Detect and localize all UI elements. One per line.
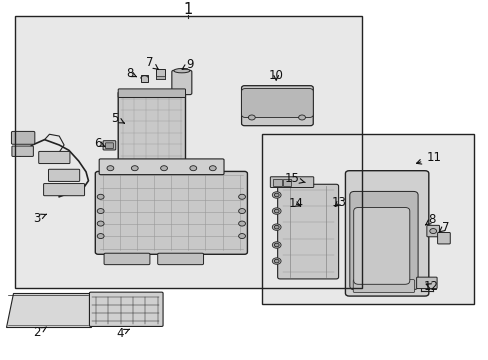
Text: 10: 10 <box>268 69 283 82</box>
Text: 4: 4 <box>116 327 129 340</box>
Text: 8: 8 <box>425 213 435 226</box>
Circle shape <box>274 225 279 229</box>
Circle shape <box>429 229 436 234</box>
Bar <box>261 134 473 304</box>
Text: 5: 5 <box>111 112 124 125</box>
Circle shape <box>97 208 104 213</box>
FancyBboxPatch shape <box>48 169 80 181</box>
Circle shape <box>238 208 245 213</box>
Polygon shape <box>5 293 91 327</box>
Text: 7: 7 <box>145 56 158 69</box>
Circle shape <box>272 208 281 214</box>
Bar <box>282 179 291 186</box>
FancyBboxPatch shape <box>353 207 409 284</box>
FancyBboxPatch shape <box>345 171 428 296</box>
FancyBboxPatch shape <box>171 70 191 95</box>
Circle shape <box>97 194 104 199</box>
Text: 7: 7 <box>438 221 448 234</box>
FancyBboxPatch shape <box>118 92 185 162</box>
FancyBboxPatch shape <box>158 253 203 265</box>
FancyBboxPatch shape <box>11 131 35 144</box>
Bar <box>272 179 281 186</box>
Circle shape <box>272 242 281 248</box>
Text: 2: 2 <box>34 326 46 339</box>
FancyBboxPatch shape <box>426 225 439 237</box>
Circle shape <box>274 193 279 197</box>
Bar <box>156 69 164 78</box>
FancyBboxPatch shape <box>437 233 449 244</box>
FancyBboxPatch shape <box>241 89 313 117</box>
FancyBboxPatch shape <box>39 152 70 163</box>
Text: 8: 8 <box>126 67 136 80</box>
FancyBboxPatch shape <box>99 159 224 175</box>
FancyBboxPatch shape <box>95 171 247 254</box>
Text: 12: 12 <box>423 280 437 293</box>
Text: 14: 14 <box>287 197 303 210</box>
Circle shape <box>274 259 279 263</box>
Circle shape <box>272 258 281 264</box>
FancyBboxPatch shape <box>241 86 313 126</box>
FancyBboxPatch shape <box>270 177 313 188</box>
FancyBboxPatch shape <box>89 292 163 327</box>
Text: 3: 3 <box>34 212 46 225</box>
Bar <box>15 17 361 288</box>
FancyBboxPatch shape <box>43 184 84 196</box>
Text: 13: 13 <box>331 195 346 209</box>
Bar <box>261 134 473 304</box>
Bar <box>15 17 361 288</box>
Circle shape <box>97 221 104 226</box>
Circle shape <box>238 234 245 239</box>
Text: 15: 15 <box>285 172 305 185</box>
Circle shape <box>248 115 255 120</box>
Circle shape <box>272 192 281 198</box>
Circle shape <box>97 234 104 239</box>
Text: 9: 9 <box>182 58 193 71</box>
Ellipse shape <box>173 68 189 73</box>
Text: 6: 6 <box>94 137 104 150</box>
FancyBboxPatch shape <box>105 143 113 149</box>
Circle shape <box>274 243 279 247</box>
Circle shape <box>107 166 114 171</box>
Circle shape <box>160 166 167 171</box>
Circle shape <box>272 224 281 230</box>
Circle shape <box>131 166 138 171</box>
FancyBboxPatch shape <box>12 146 33 156</box>
FancyBboxPatch shape <box>118 89 185 98</box>
Circle shape <box>298 115 305 120</box>
FancyBboxPatch shape <box>104 253 150 265</box>
FancyBboxPatch shape <box>349 192 417 290</box>
Circle shape <box>274 209 279 213</box>
Bar <box>15 17 361 288</box>
Text: 11: 11 <box>416 151 440 164</box>
Circle shape <box>209 166 216 171</box>
Bar <box>261 134 473 304</box>
Circle shape <box>189 166 196 171</box>
FancyBboxPatch shape <box>277 184 338 279</box>
FancyBboxPatch shape <box>416 277 436 289</box>
Text: 1: 1 <box>183 3 193 17</box>
Circle shape <box>238 194 245 199</box>
Circle shape <box>238 221 245 226</box>
FancyBboxPatch shape <box>352 280 414 293</box>
FancyBboxPatch shape <box>103 141 116 150</box>
Bar <box>156 76 164 78</box>
Bar <box>141 75 148 82</box>
